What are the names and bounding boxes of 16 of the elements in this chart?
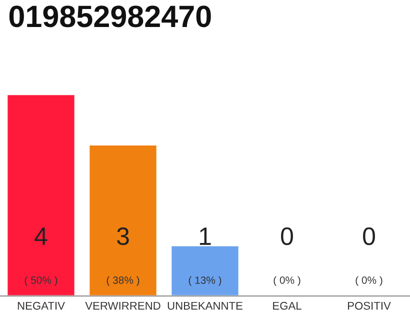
data-label: 1 — [200, 228, 211, 245]
annotation: ( 13% ) — [188, 276, 222, 286]
x-tick-label: UNBEKANNTE — [168, 302, 242, 310]
x-tick-label: EGAL — [273, 302, 302, 310]
chart-title: 019852982470 — [9, 6, 211, 28]
annotation: ( 38% ) — [106, 276, 140, 286]
annotation: ( 0% ) — [274, 276, 300, 286]
annotation: ( 0% ) — [356, 276, 382, 286]
data-label: 0 — [281, 227, 293, 246]
annotation: ( 50% ) — [24, 276, 58, 286]
data-label: 3 — [117, 227, 129, 246]
data-label: 4 — [34, 228, 48, 245]
x-tick-label: POSITIV — [348, 302, 391, 310]
x-tick-label: NEGATIV — [18, 302, 65, 310]
data-label: 0 — [363, 227, 375, 246]
x-tick-label: VERWIRREND — [85, 302, 160, 310]
